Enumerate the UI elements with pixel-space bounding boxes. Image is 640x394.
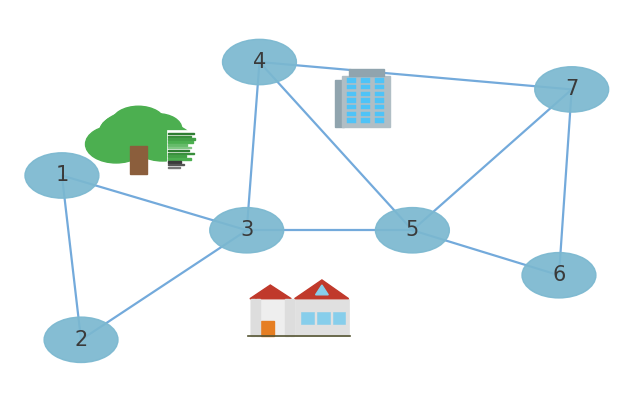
Circle shape [522,253,596,298]
FancyBboxPatch shape [168,138,195,140]
FancyBboxPatch shape [285,299,289,336]
FancyBboxPatch shape [168,147,191,149]
FancyBboxPatch shape [168,161,181,163]
FancyBboxPatch shape [348,105,356,110]
Circle shape [210,208,284,253]
FancyBboxPatch shape [168,164,184,165]
Circle shape [223,39,296,85]
Circle shape [86,125,147,163]
FancyBboxPatch shape [349,69,384,76]
FancyBboxPatch shape [376,98,385,103]
Text: 7: 7 [565,80,579,99]
Text: 3: 3 [240,220,253,240]
FancyBboxPatch shape [168,141,193,143]
FancyBboxPatch shape [256,299,260,336]
Circle shape [133,114,182,143]
Text: 6: 6 [552,265,566,285]
Circle shape [25,153,99,198]
FancyBboxPatch shape [348,118,356,123]
FancyBboxPatch shape [168,133,194,134]
FancyBboxPatch shape [362,98,371,103]
FancyBboxPatch shape [294,299,349,336]
FancyBboxPatch shape [362,105,371,110]
FancyBboxPatch shape [333,312,346,324]
FancyBboxPatch shape [250,299,291,336]
Circle shape [44,317,118,362]
FancyBboxPatch shape [376,85,385,89]
FancyBboxPatch shape [348,98,356,103]
FancyBboxPatch shape [362,85,371,89]
FancyBboxPatch shape [168,158,191,160]
FancyBboxPatch shape [335,80,344,126]
FancyBboxPatch shape [362,78,371,83]
FancyBboxPatch shape [290,299,294,336]
Text: 5: 5 [406,220,419,240]
FancyBboxPatch shape [348,78,356,83]
FancyBboxPatch shape [130,146,147,173]
FancyBboxPatch shape [376,112,385,116]
FancyBboxPatch shape [168,155,186,157]
FancyBboxPatch shape [362,118,371,123]
FancyBboxPatch shape [167,130,209,169]
FancyBboxPatch shape [168,144,188,146]
FancyBboxPatch shape [168,167,180,168]
FancyBboxPatch shape [362,92,371,96]
Circle shape [132,123,193,161]
FancyBboxPatch shape [348,85,356,89]
FancyBboxPatch shape [348,92,356,96]
FancyBboxPatch shape [342,76,390,126]
Circle shape [99,110,178,159]
FancyBboxPatch shape [168,136,191,137]
Circle shape [376,208,449,253]
FancyBboxPatch shape [168,150,189,151]
FancyBboxPatch shape [376,105,385,110]
Circle shape [111,106,165,139]
Polygon shape [316,285,328,295]
Text: 4: 4 [253,52,266,72]
FancyBboxPatch shape [168,152,194,154]
FancyBboxPatch shape [348,112,356,116]
FancyBboxPatch shape [251,299,255,336]
FancyBboxPatch shape [362,112,371,116]
Circle shape [535,67,609,112]
FancyBboxPatch shape [301,312,314,324]
FancyBboxPatch shape [317,312,330,324]
Text: 1: 1 [55,165,68,186]
Polygon shape [250,285,291,299]
FancyBboxPatch shape [376,92,385,96]
Circle shape [100,115,151,146]
FancyBboxPatch shape [376,118,385,123]
FancyBboxPatch shape [261,321,274,336]
FancyBboxPatch shape [376,78,385,83]
Text: 2: 2 [74,330,88,350]
Polygon shape [294,280,349,299]
